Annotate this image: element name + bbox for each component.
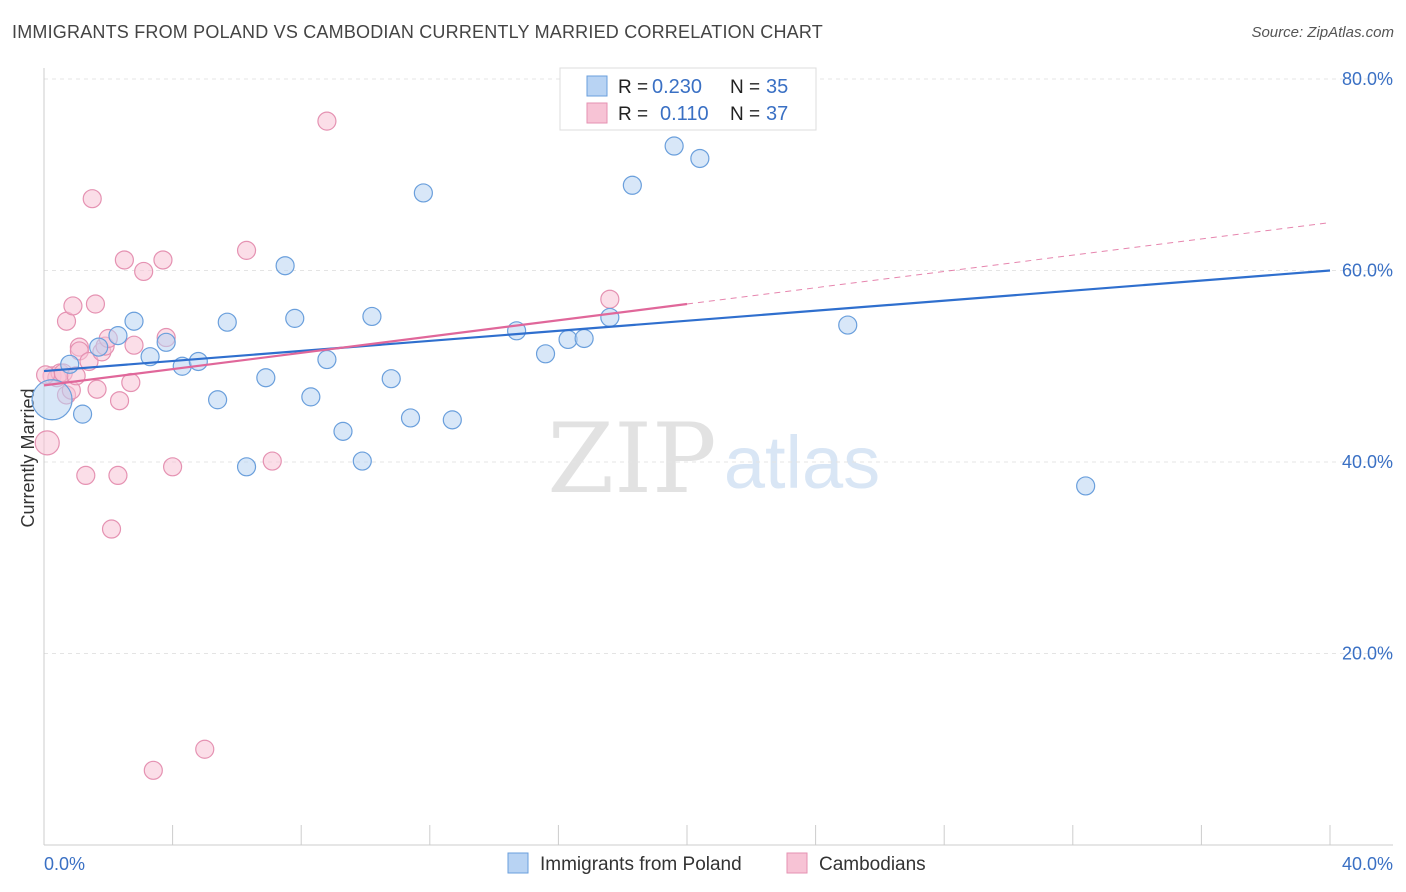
data-point-cambodian xyxy=(153,250,173,270)
y-tick-labels: 20.0% 40.0% 60.0% 80.0% xyxy=(1342,69,1393,664)
trend-line-poland xyxy=(43,269,1331,373)
watermark-atlas: atlas xyxy=(724,421,880,504)
trend-lines xyxy=(43,222,1331,387)
data-point-poland xyxy=(31,379,73,421)
data-point-poland xyxy=(333,421,353,441)
poland-points xyxy=(31,136,1096,496)
data-point-poland xyxy=(275,256,295,276)
data-point-cambodian xyxy=(124,335,144,355)
series-legend-swatch-poland xyxy=(507,852,529,874)
data-point-cambodian xyxy=(163,457,183,477)
data-point-poland xyxy=(664,136,684,156)
data-point-cambodian xyxy=(134,261,154,282)
data-point-cambodian xyxy=(262,451,282,471)
trend-line-cambodian-extension xyxy=(686,222,1331,305)
legend-swatch-poland xyxy=(586,75,608,97)
data-point-poland xyxy=(301,387,321,407)
axes xyxy=(43,68,1393,846)
data-point-cambodian xyxy=(600,289,620,309)
data-point-poland xyxy=(442,410,462,430)
x-tick-label-min: 0.0% xyxy=(44,854,85,874)
legend-r-label-cambodian: R = xyxy=(618,104,648,125)
legend-swatch-cambodian xyxy=(586,102,608,124)
y-tick-label: 40.0% xyxy=(1342,452,1393,472)
data-point-poland xyxy=(236,457,257,477)
data-point-poland xyxy=(1076,476,1096,496)
data-point-poland xyxy=(156,332,176,352)
data-point-poland xyxy=(558,329,578,350)
data-point-cambodian xyxy=(34,430,60,456)
data-point-cambodian xyxy=(101,519,122,539)
data-point-poland xyxy=(285,308,305,328)
y-axis-title: Currently Married xyxy=(18,388,38,527)
data-point-poland xyxy=(535,344,556,364)
data-point-poland xyxy=(140,347,160,367)
x-tick-label-max: 40.0% xyxy=(1342,854,1393,874)
trend-line-cambodian xyxy=(43,302,688,387)
data-point-poland xyxy=(89,337,109,357)
data-point-poland xyxy=(108,326,128,346)
y-tick-label: 60.0% xyxy=(1342,261,1393,281)
y-tick-label: 20.0% xyxy=(1342,644,1393,664)
watermark-zip: ZIP xyxy=(547,403,716,515)
data-point-poland xyxy=(400,408,421,428)
data-point-cambodian xyxy=(108,465,128,486)
series-legend-label-cambodian: Cambodians xyxy=(819,854,926,875)
data-point-cambodian xyxy=(317,111,337,131)
data-point-cambodian xyxy=(143,760,163,780)
data-point-poland xyxy=(690,148,710,169)
data-point-poland xyxy=(124,311,144,331)
data-point-cambodian xyxy=(63,296,83,316)
cambodian-points xyxy=(34,111,620,780)
data-point-cambodian xyxy=(114,250,134,270)
data-point-poland xyxy=(381,369,401,389)
chart-source: Source: ZipAtlas.com xyxy=(1251,24,1394,41)
data-point-cambodian xyxy=(79,351,99,372)
data-point-cambodian xyxy=(82,189,102,209)
data-point-poland xyxy=(362,306,382,327)
data-point-poland xyxy=(838,315,858,335)
grid-lines xyxy=(44,78,1393,654)
data-point-poland xyxy=(217,312,237,332)
correlation-legend: R = 0.230 N = 35 R = 0.110 N = 37 xyxy=(559,67,817,131)
data-point-poland xyxy=(352,451,372,471)
data-point-cambodian xyxy=(236,240,257,260)
data-point-cambodian xyxy=(85,294,106,314)
series-legend-swatch-cambodian xyxy=(786,852,808,874)
data-point-poland xyxy=(574,328,594,349)
data-point-cambodian xyxy=(109,391,130,411)
data-point-cambodian xyxy=(87,379,107,399)
legend-r-value-cambodian: 0.110 xyxy=(660,103,709,125)
series-legend: Immigrants from Poland Cambodians xyxy=(507,852,926,875)
data-point-poland xyxy=(208,390,228,410)
data-point-poland xyxy=(317,349,337,370)
data-point-cambodian xyxy=(76,465,96,486)
data-point-poland xyxy=(600,307,620,328)
legend-n-value-poland: 35 xyxy=(766,76,788,98)
data-point-poland xyxy=(256,368,276,388)
data-point-poland xyxy=(413,183,433,203)
series-legend-label-poland: Immigrants from Poland xyxy=(540,854,742,875)
legend-n-label-cambodian: N = xyxy=(730,104,760,125)
data-point-poland xyxy=(60,354,80,374)
legend-n-label-poland: N = xyxy=(730,77,760,98)
data-point-cambodian xyxy=(195,739,215,759)
legend-n-value-cambodian: 37 xyxy=(766,103,788,125)
legend-r-label-poland: R = xyxy=(618,77,648,98)
data-point-poland xyxy=(72,404,93,424)
data-point-poland xyxy=(622,175,642,195)
y-tick-label: 80.0% xyxy=(1342,69,1393,89)
legend-r-value-poland: 0.230 xyxy=(652,76,702,98)
chart-title: IMMIGRANTS FROM POLAND VS CAMBODIAN CURR… xyxy=(12,22,823,42)
